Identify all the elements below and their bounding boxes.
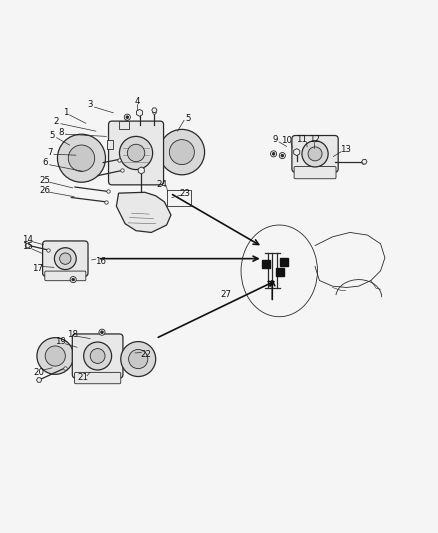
- FancyBboxPatch shape: [292, 135, 338, 172]
- Circle shape: [45, 346, 65, 366]
- Bar: [276, 268, 284, 276]
- Circle shape: [72, 278, 74, 281]
- Circle shape: [281, 154, 284, 157]
- Circle shape: [124, 114, 131, 120]
- Circle shape: [121, 342, 155, 376]
- Text: 12: 12: [309, 135, 320, 144]
- Text: 17: 17: [32, 264, 43, 273]
- Circle shape: [279, 152, 286, 159]
- Bar: [107, 140, 113, 149]
- Bar: [166, 190, 191, 206]
- Text: 8: 8: [58, 127, 64, 136]
- Circle shape: [126, 116, 129, 118]
- Text: 21: 21: [77, 373, 88, 382]
- Circle shape: [57, 134, 106, 182]
- Circle shape: [101, 331, 103, 334]
- Text: 9: 9: [272, 135, 278, 144]
- Text: 25: 25: [40, 175, 51, 184]
- Text: 23: 23: [180, 189, 191, 198]
- Text: 7: 7: [47, 148, 53, 157]
- Text: 13: 13: [340, 145, 351, 154]
- Text: 20: 20: [34, 368, 45, 377]
- Text: 11: 11: [297, 135, 307, 144]
- FancyBboxPatch shape: [294, 166, 336, 179]
- Circle shape: [308, 147, 322, 161]
- Text: 22: 22: [140, 350, 151, 359]
- Text: 26: 26: [40, 185, 51, 195]
- Circle shape: [272, 152, 275, 155]
- Circle shape: [271, 151, 277, 157]
- Text: 1: 1: [63, 108, 68, 117]
- Circle shape: [302, 141, 328, 167]
- FancyBboxPatch shape: [72, 334, 123, 378]
- Text: 10: 10: [281, 136, 292, 146]
- Text: 15: 15: [22, 243, 33, 252]
- Text: 24: 24: [157, 180, 168, 189]
- Text: 14: 14: [22, 235, 33, 244]
- Text: 3: 3: [88, 100, 93, 109]
- Circle shape: [90, 349, 105, 364]
- Circle shape: [37, 338, 74, 374]
- Text: 16: 16: [95, 257, 106, 266]
- Circle shape: [99, 329, 105, 335]
- Bar: [280, 258, 288, 266]
- Circle shape: [60, 253, 71, 264]
- FancyBboxPatch shape: [109, 121, 163, 185]
- Polygon shape: [117, 192, 171, 232]
- Circle shape: [54, 248, 76, 270]
- Text: 2: 2: [54, 117, 59, 126]
- Text: 18: 18: [67, 330, 78, 338]
- Text: 4: 4: [134, 97, 140, 106]
- Text: 5: 5: [49, 131, 55, 140]
- Circle shape: [70, 277, 76, 282]
- Circle shape: [170, 140, 194, 165]
- FancyBboxPatch shape: [74, 373, 121, 384]
- Text: 19: 19: [56, 337, 67, 346]
- FancyBboxPatch shape: [42, 241, 88, 276]
- Text: 5: 5: [186, 114, 191, 123]
- Circle shape: [129, 350, 148, 369]
- FancyBboxPatch shape: [45, 271, 86, 281]
- Text: 6: 6: [42, 158, 48, 167]
- Bar: [262, 261, 270, 268]
- Circle shape: [68, 145, 95, 172]
- Circle shape: [159, 130, 205, 175]
- Circle shape: [84, 342, 112, 370]
- Text: 27: 27: [220, 290, 231, 300]
- Bar: [120, 121, 129, 129]
- Circle shape: [120, 136, 152, 169]
- Circle shape: [127, 144, 145, 161]
